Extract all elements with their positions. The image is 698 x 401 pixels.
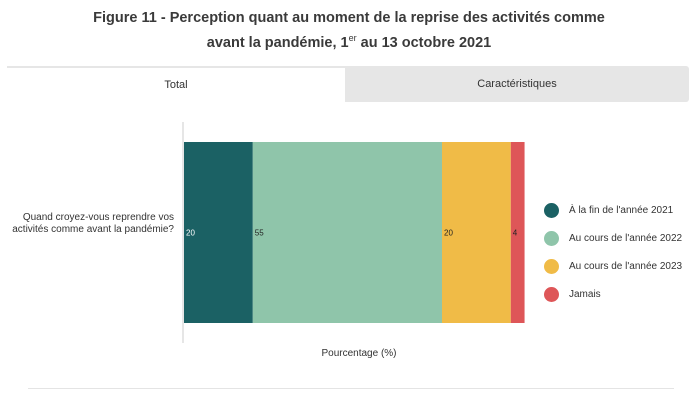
chart-title-sup: er — [348, 33, 357, 43]
chart-title-line2: avant la pandémie, 1er au 13 octobre 202… — [0, 28, 698, 53]
tab-total[interactable]: Total — [7, 66, 345, 102]
legend-swatch — [544, 286, 559, 302]
data-label-2: 55 — [255, 229, 264, 238]
category-label: Quand croyez-vous reprendre vos activité… — [12, 212, 174, 235]
legend: À la fin de l'année 2021 Au cours de l'an… — [544, 196, 682, 308]
chart-title-line2-post: au 13 octobre 2021 — [356, 34, 492, 51]
legend-label: À la fin de l'année 2021 — [569, 204, 674, 216]
data-label-4: 4 — [513, 229, 518, 238]
legend-item-4[interactable]: Jamais — [544, 280, 682, 308]
tab-caracteristiques[interactable]: Caractéristiques — [477, 78, 557, 90]
legend-item-1[interactable]: À la fin de l'année 2021 — [544, 196, 682, 224]
legend-label: Au cours de l'année 2022 — [569, 232, 683, 244]
chart-title-line1: Figure 11 - Perception quant au moment d… — [93, 10, 605, 26]
divider — [28, 388, 674, 389]
bar-segment-2[interactable] — [252, 142, 442, 323]
data-label-1: 20 — [186, 229, 195, 238]
legend-item-2[interactable]: Au cours de l'année 2022 — [544, 224, 682, 252]
legend-swatch — [544, 202, 559, 218]
tab-bar: Total Caractéristiques — [7, 66, 689, 102]
bar-segment-3[interactable] — [442, 142, 511, 323]
chart-title: Figure 11 - Perception quant au moment d… — [0, 8, 698, 53]
legend-label: Jamais — [569, 288, 601, 300]
bar-segment-4[interactable] — [510, 142, 525, 323]
data-label-3: 20 — [444, 229, 453, 238]
chart-title-line2-pre: avant la pandémie, 1 — [206, 34, 349, 51]
legend-item-3[interactable]: Au cours de l'année 2023 — [544, 252, 682, 280]
bar-segment-1[interactable] — [184, 142, 253, 323]
x-axis-label: Pourcentage (%) — [321, 348, 397, 359]
legend-swatch — [544, 258, 559, 274]
legend-swatch — [544, 230, 559, 246]
legend-label: Au cours de l'année 2023 — [569, 260, 683, 272]
